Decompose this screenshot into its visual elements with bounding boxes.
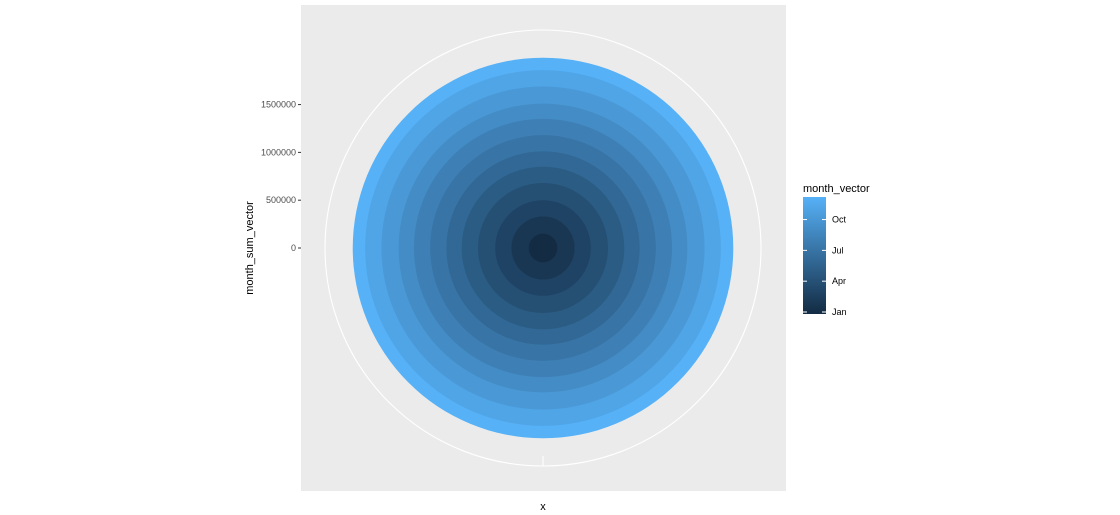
- grid-layer: [324, 29, 762, 467]
- x-axis-title: x: [540, 501, 546, 513]
- legend-label-apr: Apr: [832, 276, 846, 286]
- y-tick-label: 0: [291, 243, 296, 253]
- y-axis-title: month_sum_vector: [244, 201, 256, 295]
- y-tick-label: 1500000: [261, 100, 296, 110]
- legend-label-jul: Jul: [832, 245, 844, 255]
- legend: month_vector Jan Apr Jul Oct: [803, 183, 870, 317]
- y-axis: 0 500000 1000000 1500000: [261, 100, 301, 253]
- y-tick-label: 500000: [266, 195, 296, 205]
- legend-label-jan: Jan: [832, 307, 847, 317]
- legend-colorbar: [803, 197, 826, 314]
- y-tick-label: 1000000: [261, 147, 296, 157]
- ring-month-1: [528, 233, 558, 263]
- legend-label-oct: Oct: [832, 215, 847, 225]
- rings-layer: [352, 57, 734, 439]
- legend-title: month_vector: [803, 183, 870, 195]
